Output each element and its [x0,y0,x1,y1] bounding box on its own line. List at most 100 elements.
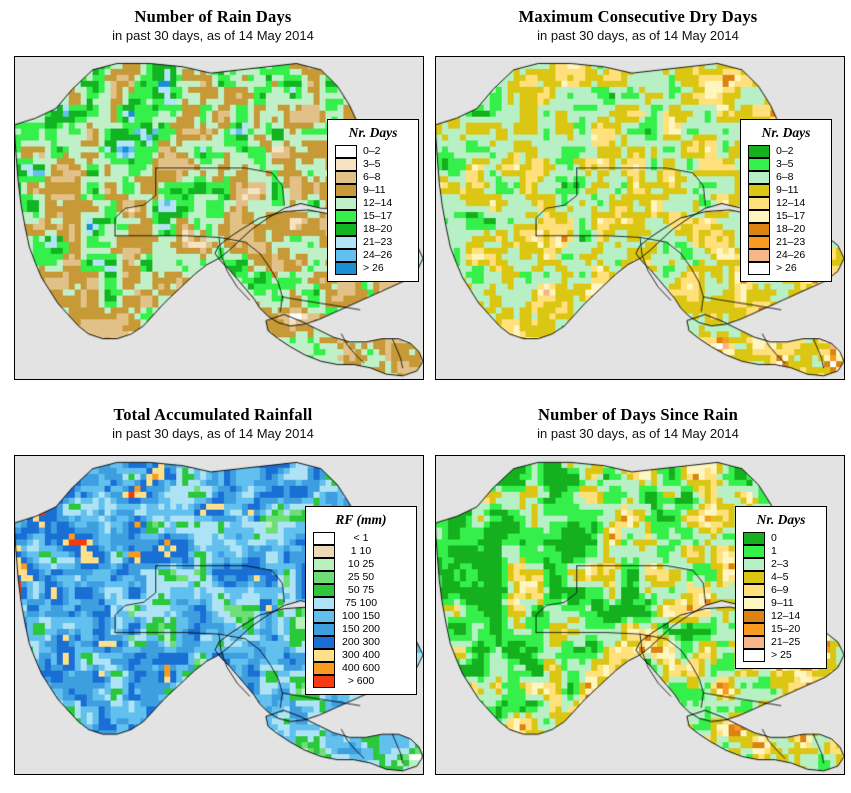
legend-label: 300 400 [342,649,380,661]
legend-swatch [313,545,335,558]
legend-swatch [335,184,357,197]
legend-row: 9–11 [748,184,824,197]
legend-row: 12–14 [335,197,411,210]
legend-swatch [335,158,357,171]
legend-entries: 0–2 3–5 6–8 9–11 12–14 15–17 18–20 21–23 24–26 > … [748,145,824,275]
legend-label: 12–14 [776,197,806,209]
legend-label: 200 300 [342,636,380,648]
legend-swatch [748,184,770,197]
legend-swatch [748,210,770,223]
legend-row: 6–9 [743,584,819,597]
legend-label: 24–26 [363,249,393,261]
legend-row: 15–17 [748,210,824,223]
legend-label: 21–23 [363,236,393,248]
panel-subtitle: in past 30 days, as of 14 May 2014 [112,28,314,43]
legend-label: > 26 [776,262,797,274]
legend-row: 12–14 [748,197,824,210]
legend-label: 4–5 [771,571,789,583]
legend-swatch [313,636,335,649]
legend-swatch [313,584,335,597]
page-title: Total Accumulated Rainfall [113,405,313,424]
legend-swatch [313,610,335,623]
legend-swatch [313,571,335,584]
legend-swatch [748,236,770,249]
legend-row: 1 10 [313,545,409,558]
legend-row: 0 [743,532,819,545]
legend-swatch [743,636,765,649]
legend-row: 6–8 [335,171,411,184]
legend-label: 6–8 [363,171,381,183]
legend-days-since-rain: Nr. Days 0 1 2–3 4–5 6–9 9–11 12–14 15–20 21–25 >… [735,506,827,669]
legend-row: 15–17 [335,210,411,223]
page-title: Number of Days Since Rain [538,405,738,424]
legend-rain-days: Nr. Days 0–2 3–5 6–8 9–11 12–14 15–17 18–20 21–… [327,119,419,282]
legend-label: 24–26 [776,249,806,261]
legend-row: 24–26 [748,249,824,262]
legend-label: < 1 [353,532,369,544]
legend-label: 18–20 [363,223,393,235]
legend-label: 2–3 [771,558,789,570]
legend-swatch [743,532,765,545]
legend-row: 2–3 [743,558,819,571]
legend-row: 21–23 [335,236,411,249]
legend-swatch [335,197,357,210]
legend-row: 9–11 [743,597,819,610]
panel-title-block: Number of Rain Days in past 30 days, as … [0,7,426,44]
legend-label: > 25 [771,649,792,661]
legend-label: 3–5 [776,158,794,170]
legend-label: 9–11 [363,184,386,196]
legend-title: Nr. Days [756,512,806,527]
legend-label: 6–9 [771,584,789,596]
legend-swatch [313,623,335,636]
legend-title: Nr. Days [348,125,398,140]
panel-title-block: Maximum Consecutive Dry Days in past 30 … [425,7,851,44]
legend-label: 12–14 [771,610,801,622]
legend-label: 6–8 [776,171,794,183]
legend-row: > 26 [748,262,824,275]
legend-label: 100 150 [342,610,380,622]
legend-row: 18–20 [748,223,824,236]
legend-swatch [313,532,335,545]
legend-label: 1 [771,545,777,557]
legend-row: 9–11 [335,184,411,197]
legend-row: 150 200 [313,623,409,636]
legend-swatch [335,236,357,249]
legend-swatch [748,223,770,236]
legend-row: 200 300 [313,636,409,649]
legend-row: 6–8 [748,171,824,184]
legend-label: 1 10 [350,545,372,557]
legend-row: 21–23 [748,236,824,249]
panel-title-block: Number of Days Since Rain in past 30 day… [425,405,851,442]
legend-row: 24–26 [335,249,411,262]
legend-title: RF (mm) [335,512,387,527]
legend-label: 9–11 [776,184,799,196]
legend-label: 0–2 [776,145,794,157]
legend-swatch [313,662,335,675]
legend-swatch [743,545,765,558]
panel-rain-days: Number of Rain Days in past 30 days, as … [0,0,426,396]
legend-row: 400 600 [313,662,409,675]
legend-swatch [335,210,357,223]
page-title: Number of Rain Days [134,7,292,26]
legend-row: 25 50 [313,571,409,584]
legend-row: 15–20 [743,623,819,636]
panel-days-since-rain: Number of Days Since Rain in past 30 day… [425,396,851,793]
panel-subtitle: in past 30 days, as of 14 May 2014 [537,28,739,43]
legend-swatch [313,597,335,610]
page-title: Maximum Consecutive Dry Days [518,7,758,26]
legend-label: 12–14 [363,197,393,209]
legend-label: 15–17 [776,210,806,222]
legend-label: 18–20 [776,223,806,235]
legend-label: 3–5 [363,158,381,170]
legend-swatch [743,584,765,597]
legend-label: 75 100 [344,597,378,609]
legend-label: 15–20 [771,623,801,635]
legend-row: 0–2 [748,145,824,158]
legend-row: > 600 [313,675,409,688]
panel-total-accumulated-rainfall: Total Accumulated Rainfall in past 30 da… [0,396,426,793]
legend-label: 150 200 [342,623,380,635]
legend-swatch [748,158,770,171]
legend-label: 400 600 [342,662,380,674]
legend-row: 12–14 [743,610,819,623]
